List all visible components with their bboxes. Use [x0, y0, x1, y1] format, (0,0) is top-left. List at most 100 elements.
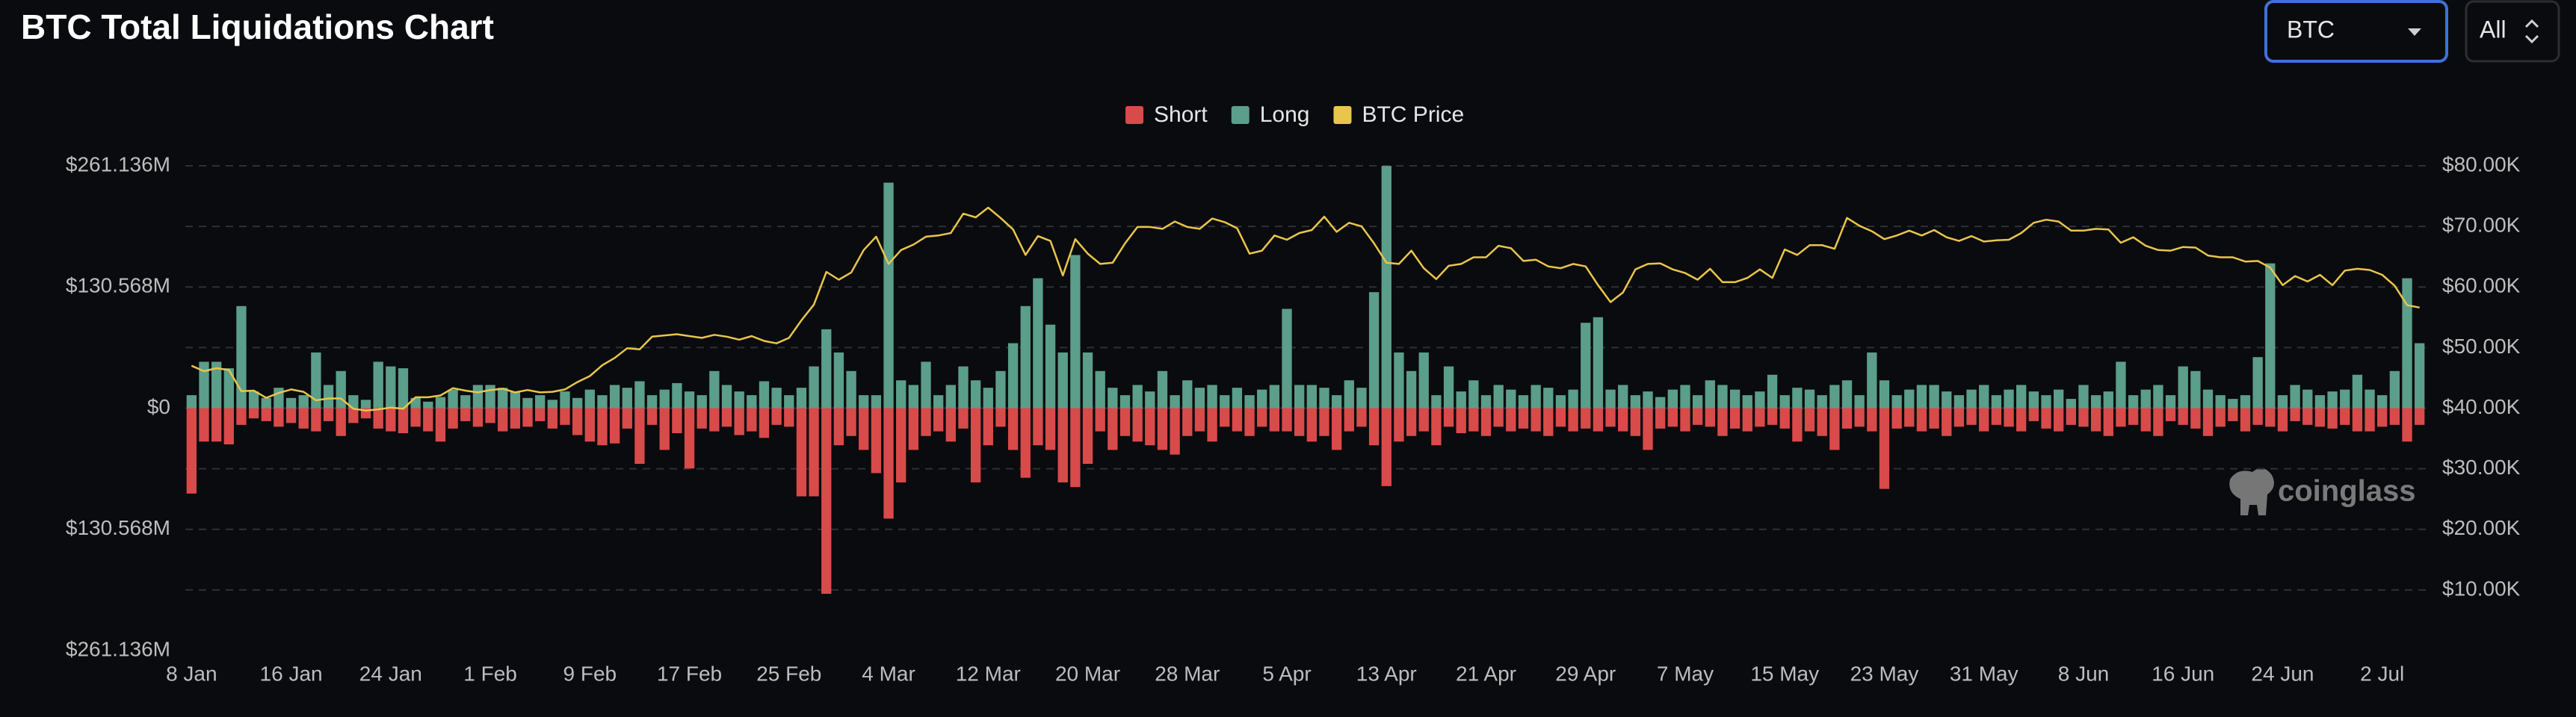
bar: [1468, 380, 1479, 409]
bar: [634, 381, 645, 409]
bar: [1431, 395, 1442, 409]
bar: [1555, 395, 1566, 409]
bar: [1779, 408, 1790, 429]
bar: [584, 389, 595, 409]
bar: [871, 395, 882, 409]
legend-label[interactable]: BTC Price: [1362, 102, 1464, 127]
bar: [796, 388, 807, 409]
bar: [448, 389, 458, 409]
bar: [1904, 408, 1915, 427]
bar: [1207, 385, 1217, 409]
bar: [1667, 389, 1678, 409]
bar: [1953, 408, 1965, 427]
bar: [2240, 408, 2251, 432]
x-tick-label: 21 Apr: [1456, 662, 1516, 685]
x-tick-label: 2 Jul: [2360, 662, 2404, 685]
bar: [958, 408, 969, 429]
bar: [223, 368, 234, 409]
bar: [510, 408, 521, 429]
coin-select-box[interactable]: [2264, 0, 2448, 63]
bar: [933, 395, 944, 409]
bar: [498, 388, 508, 409]
bar: [2078, 385, 2089, 409]
bar: [1979, 408, 1989, 432]
coin-select[interactable]: BTC: [2264, 0, 2448, 63]
y-tick-label: $261.136M: [66, 152, 170, 176]
bar: [236, 305, 247, 409]
bar: [1244, 395, 1255, 409]
legend-label[interactable]: Long: [1260, 102, 1310, 127]
range-select[interactable]: All: [2465, 0, 2560, 63]
bar: [398, 368, 409, 409]
bar: [1854, 395, 1865, 409]
bar: [2016, 408, 2027, 432]
bar: [2389, 370, 2400, 409]
bar: [2340, 408, 2350, 425]
bar: [311, 352, 321, 409]
bar: [1518, 395, 1529, 409]
bar: [1418, 408, 1429, 432]
bar: [784, 395, 794, 409]
bar: [336, 408, 346, 436]
legend[interactable]: Short Long BTC Price: [1125, 102, 1464, 127]
dropdown-caret: [2408, 28, 2421, 36]
bar: [1070, 255, 1081, 409]
bar: [1269, 408, 1280, 432]
range-select-value[interactable]: All: [2480, 16, 2506, 43]
bar: [2016, 385, 2027, 409]
bar: [1145, 391, 1155, 409]
bar: [970, 408, 981, 482]
bar: [373, 408, 383, 429]
x-tick-label: 16 Jun: [2152, 662, 2214, 685]
bar: [1929, 385, 1939, 409]
bar: [2165, 395, 2176, 409]
bar: [1182, 380, 1193, 409]
bar: [734, 391, 744, 409]
bar: [709, 408, 720, 432]
bar: [1618, 408, 1628, 432]
bar: [584, 408, 595, 442]
bar: [622, 408, 632, 429]
bar: [597, 408, 608, 446]
bar: [1443, 366, 1454, 409]
range-select-box[interactable]: [2465, 0, 2560, 63]
watermark-logo: [2229, 468, 2274, 515]
coin-select-value[interactable]: BTC: [2287, 16, 2335, 43]
bar: [572, 408, 583, 435]
bar: [1692, 408, 1703, 425]
bar: [1033, 278, 1043, 409]
x-tick-label: 24 Jan: [359, 662, 422, 685]
x-tick-label: 8 Jan: [166, 662, 217, 685]
bar: [1531, 385, 1541, 409]
bar: [1394, 352, 1404, 409]
bar: [945, 408, 956, 442]
bar: [1767, 374, 1778, 409]
bar: [2265, 263, 2276, 409]
bar: [1742, 408, 1752, 432]
bar: [646, 395, 658, 409]
bar: [672, 408, 682, 434]
bar: [1867, 352, 1877, 409]
range-chevrons: [2524, 19, 2539, 44]
bar: [2078, 408, 2089, 427]
bar: [1817, 395, 1827, 409]
bar: [211, 361, 222, 409]
bar: [1568, 408, 1578, 432]
bar: [1991, 395, 2002, 409]
bar: [1742, 395, 1752, 409]
bar: [336, 370, 346, 409]
bar: [2202, 408, 2214, 436]
bar: [1157, 370, 1168, 409]
legend-label[interactable]: Short: [1154, 102, 1208, 127]
bar: [747, 395, 757, 409]
bar: [373, 361, 383, 409]
bar: [1829, 385, 1840, 409]
bar: [2402, 278, 2412, 409]
bar: [1368, 408, 1380, 446]
bar: [945, 385, 956, 409]
bar: [1581, 323, 1591, 409]
bar: [684, 408, 695, 469]
bar: [1406, 370, 1417, 409]
bar: [2165, 408, 2176, 421]
